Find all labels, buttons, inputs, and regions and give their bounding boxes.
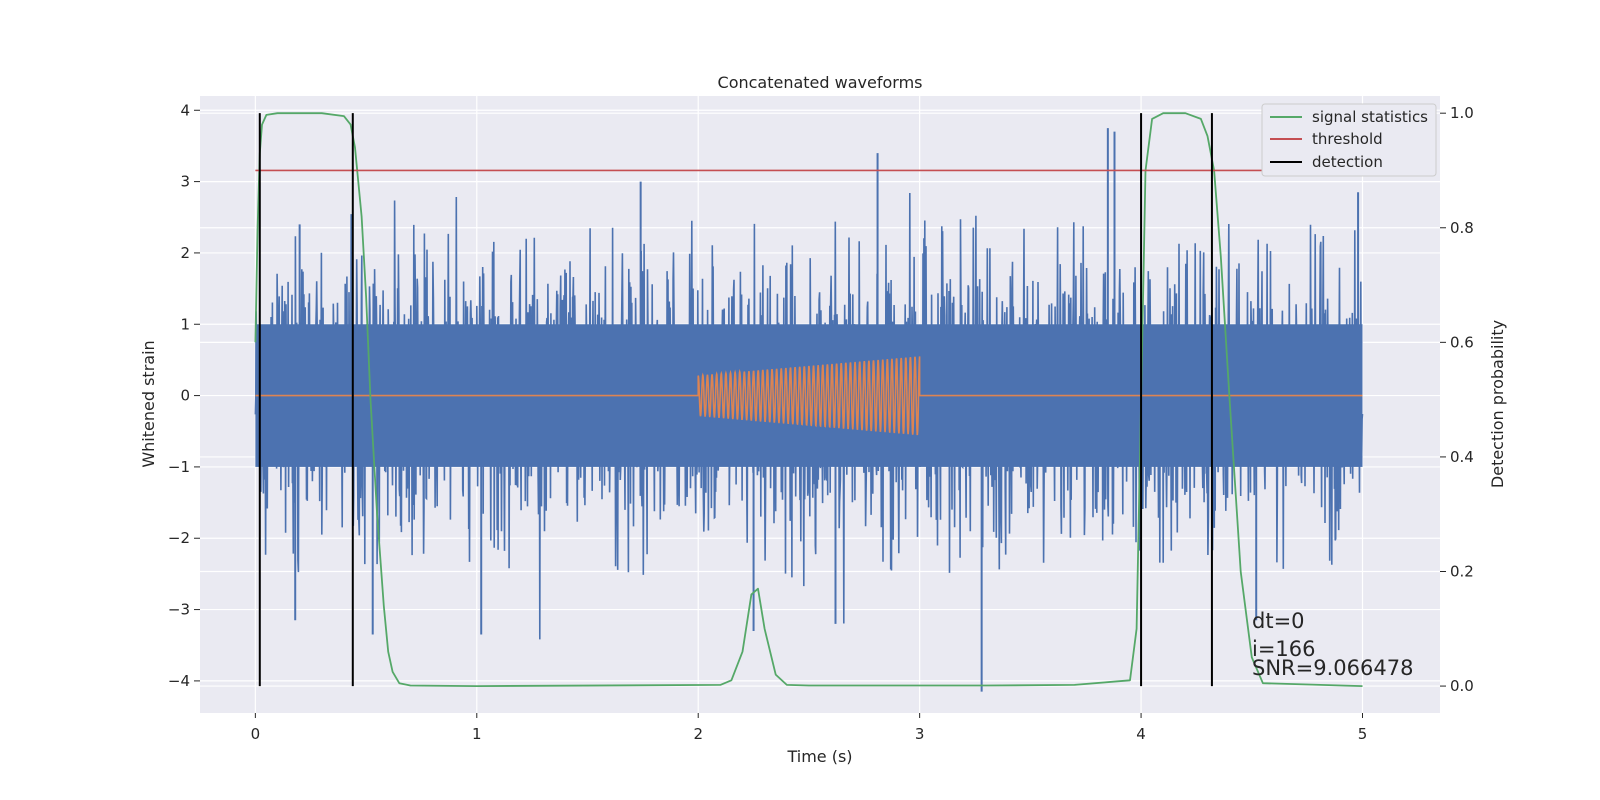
series-detection <box>258 113 1213 687</box>
annotations: dt=0 i=166 SNR=9.066478 <box>1252 609 1413 680</box>
y-right-tick-label: 1.0 <box>1450 104 1474 122</box>
signal-statistics-line <box>254 112 1363 687</box>
y-tick-label: 4 <box>180 101 190 119</box>
annotation-snr: SNR=9.066478 <box>1252 656 1413 680</box>
chart-title: Concatenated waveforms <box>718 73 923 92</box>
legend-box <box>1261 103 1437 177</box>
legend-label-detection: detection <box>1312 153 1383 171</box>
x-tick-label: 5 <box>1358 725 1368 743</box>
x-tick-label: 1 <box>472 725 482 743</box>
y-right-tick-label: 0.6 <box>1450 333 1474 351</box>
plot-content <box>254 112 1385 692</box>
y-right-tick-label: 0.4 <box>1450 448 1474 466</box>
y-tick-label: −4 <box>168 672 190 690</box>
y-tick-label: 2 <box>180 244 190 262</box>
annotation-index: i=166 <box>1252 637 1316 661</box>
series-signal-statistics <box>254 112 1363 687</box>
y-tick-label: 3 <box>180 173 190 191</box>
y-axis-label: Whitened strain <box>139 340 158 467</box>
series-chirp <box>255 356 1363 436</box>
y-tick-label: 1 <box>180 315 190 333</box>
x-axis-label: Time (s) <box>786 747 852 766</box>
y-right-axis-label: Detection probability <box>1488 320 1507 488</box>
ticks: 0 1 2 3 4 5 4 3 2 1 0 −1 −2 −3 −4 1.0 0.8 0.6 0.4 0.2 0.0 <box>168 101 1474 743</box>
x-tick-label: 3 <box>915 725 925 743</box>
legend-label-threshold: threshold <box>1312 130 1383 148</box>
x-tick-label: 2 <box>693 725 703 743</box>
y-right-tick-label: 0.8 <box>1450 219 1474 237</box>
x-tick-label: 0 <box>251 725 261 743</box>
y-tick-label: −3 <box>168 601 190 619</box>
x-tick-label: 4 <box>1136 725 1146 743</box>
y-right-tick-label: 0.0 <box>1450 677 1474 695</box>
chirp-line <box>255 356 1363 436</box>
y-tick-label: 0 <box>180 387 190 405</box>
legend: signal statistics threshold detection <box>1261 103 1437 177</box>
y-right-tick-label: 0.2 <box>1450 562 1474 580</box>
legend-label-signal-statistics: signal statistics <box>1312 108 1428 126</box>
y-tick-label: −2 <box>168 529 190 547</box>
y-tick-label: −1 <box>168 458 190 476</box>
annotation-dt: dt=0 <box>1252 609 1305 633</box>
